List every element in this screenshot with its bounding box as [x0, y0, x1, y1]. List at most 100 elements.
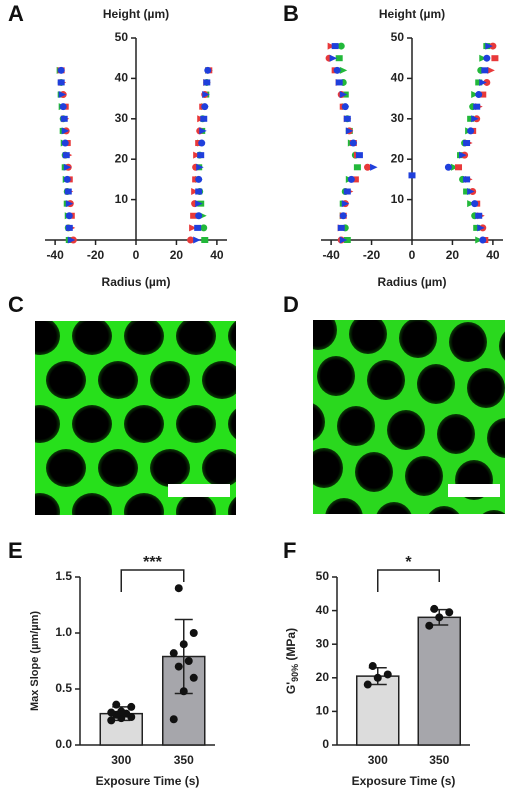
significance-label: * — [405, 554, 412, 571]
data-point — [353, 164, 361, 171]
data-point — [63, 175, 71, 183]
data-point — [193, 151, 201, 159]
panel-label: D — [283, 292, 299, 317]
data-point — [193, 236, 201, 244]
data-point — [339, 91, 348, 99]
pore — [355, 452, 393, 492]
data-point — [467, 188, 475, 196]
pore — [176, 405, 216, 443]
data-point — [59, 103, 67, 111]
data-point — [202, 91, 210, 99]
pore — [313, 448, 343, 488]
y-tick-label: 40 — [316, 603, 330, 617]
chart-title: Height (µm) — [103, 7, 169, 21]
data-point — [491, 55, 499, 62]
y-tick-label: 30 — [391, 111, 405, 125]
data-point — [489, 42, 497, 50]
y-tick-label: 20 — [115, 151, 129, 165]
pore — [202, 361, 236, 399]
data-point — [475, 91, 483, 99]
data-point — [174, 584, 183, 593]
panel-label: A — [8, 1, 24, 26]
scale-bar — [448, 484, 500, 497]
y-tick-label: 0 — [322, 737, 329, 751]
y-tick-label: 1.0 — [55, 625, 72, 639]
y-tick-label: 10 — [115, 192, 129, 206]
data-point — [65, 212, 73, 220]
data-point — [201, 103, 209, 111]
y-tick-label: 50 — [391, 30, 405, 44]
data-point — [345, 127, 354, 135]
x-tick-label: 0 — [409, 248, 416, 262]
data-point — [477, 224, 485, 232]
data-point — [355, 152, 363, 159]
data-point — [471, 115, 479, 123]
y-tick-label: 10 — [391, 192, 405, 206]
significance-bracket — [120, 569, 185, 592]
data-point — [199, 127, 207, 135]
data-point — [329, 54, 338, 62]
x-tick-label: 40 — [210, 248, 224, 262]
data-point — [200, 224, 208, 232]
data-point — [408, 172, 416, 179]
data-point — [63, 163, 72, 171]
pore — [35, 321, 60, 355]
pore — [46, 449, 86, 487]
data-point — [337, 224, 345, 231]
data-point — [187, 236, 195, 244]
data-point — [191, 188, 199, 196]
data-point — [194, 224, 202, 231]
x-axis-label: Exposure Time (s) — [352, 774, 456, 788]
data-point — [444, 163, 452, 171]
y-tick-label: 50 — [316, 569, 330, 583]
data-point — [112, 700, 121, 709]
pore — [317, 356, 355, 396]
pore — [228, 496, 236, 515]
data-point — [67, 236, 76, 244]
pore — [367, 360, 405, 400]
pore — [150, 449, 190, 487]
data-point — [455, 164, 463, 171]
bar — [356, 675, 400, 746]
x-tick-label: -40 — [46, 248, 64, 262]
data-point — [483, 54, 491, 62]
y-tick-label: 40 — [115, 71, 129, 85]
data-point — [339, 66, 348, 74]
pore — [72, 493, 112, 515]
y-axis-label: G'90% (MPa) — [284, 628, 300, 694]
data-point — [203, 79, 211, 86]
data-point — [117, 707, 126, 716]
data-point — [471, 91, 479, 99]
data-point — [337, 42, 345, 50]
y-axis-label-sub: 90% — [290, 664, 300, 682]
pore — [35, 493, 60, 515]
data-point — [189, 629, 198, 637]
data-point — [435, 613, 444, 622]
pore — [124, 493, 164, 515]
pore — [124, 321, 164, 355]
data-point — [64, 188, 72, 195]
chart-title: Height (µm) — [379, 7, 445, 21]
data-point — [65, 224, 73, 231]
y-tick-label: 1.5 — [55, 569, 72, 583]
data-point — [467, 127, 475, 135]
data-point — [471, 200, 479, 208]
data-point — [459, 151, 467, 159]
data-point — [179, 687, 188, 696]
data-point — [351, 176, 359, 183]
pore — [437, 414, 475, 454]
pore — [98, 361, 138, 399]
y-axis-label-part: G' — [284, 682, 298, 694]
data-point — [475, 79, 483, 86]
data-point — [483, 78, 491, 86]
micrograph — [35, 321, 236, 515]
data-point — [60, 115, 68, 122]
data-point — [479, 78, 487, 86]
pore — [499, 331, 505, 361]
x-tick-label: 300 — [111, 753, 131, 767]
data-point — [473, 224, 481, 231]
data-point — [201, 237, 209, 243]
data-point — [445, 608, 454, 617]
pore — [376, 502, 412, 514]
pore — [275, 494, 313, 534]
